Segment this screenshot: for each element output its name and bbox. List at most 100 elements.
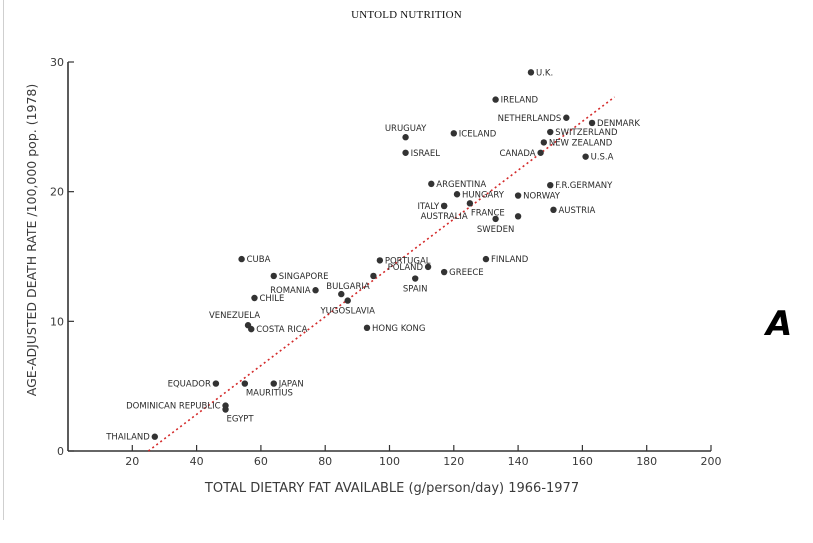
- data-point: [440, 202, 448, 210]
- point-label: CHILE: [259, 294, 284, 304]
- data-point: [540, 139, 548, 146]
- data-point: [514, 213, 522, 220]
- data-point: [563, 114, 570, 121]
- data-point: [151, 433, 159, 440]
- x-tick-label: 180: [636, 455, 657, 468]
- data-point: [344, 297, 351, 304]
- x-tick-label: 160: [572, 455, 593, 468]
- point-label: GREECE: [449, 268, 484, 278]
- point-label: PORTUGAL: [385, 256, 431, 266]
- data-point: [547, 128, 554, 136]
- data-point: [222, 406, 229, 413]
- data-point: [550, 206, 557, 214]
- point-label: ROMANIA: [270, 286, 311, 296]
- y-tick-label: 20: [50, 186, 64, 199]
- x-tick-label: 120: [443, 455, 464, 468]
- panel-letter: A: [766, 304, 793, 344]
- data-point: [412, 275, 419, 282]
- y-axis-label: AGE-ADJUSTED DEATH RATE /100,000 pop. (1…: [24, 84, 39, 397]
- point-label: CANADA: [499, 149, 535, 159]
- data-point: [492, 215, 499, 223]
- data-point: [251, 294, 258, 302]
- axis-ticks: 20 40 60 80 100 120 140 160 180 200 0 10 20 30: [50, 56, 722, 468]
- data-point: [428, 180, 435, 188]
- x-tick-label: 80: [318, 455, 332, 468]
- x-tick-label: 60: [254, 455, 268, 468]
- point-label: SINGAPORE: [279, 272, 329, 282]
- point-label: ARGENTINA: [436, 180, 486, 190]
- point-label: FRANCE: [471, 208, 505, 218]
- point-label: POLAND: [388, 263, 424, 273]
- point-label: IRELAND: [501, 96, 539, 106]
- point-label: AUSTRIA: [558, 206, 595, 216]
- data-point: [450, 130, 457, 137]
- y-tick-label: 30: [50, 56, 64, 69]
- data-point: [537, 149, 544, 156]
- left-border-rule: [3, 0, 4, 520]
- data-point: [402, 149, 409, 156]
- point-label: COSTA RICA: [256, 325, 307, 335]
- data-point: [212, 380, 220, 387]
- x-tick-label: 100: [379, 455, 400, 468]
- data-point: [582, 153, 589, 160]
- data-point: [238, 255, 245, 263]
- point-label: MAURITIUS: [246, 389, 293, 399]
- data-point: [241, 380, 249, 387]
- point-label: FINLAND: [491, 255, 529, 265]
- x-axis-label: TOTAL DIETARY FAT AVAILABLE (g/person/da…: [204, 481, 579, 496]
- data-point: [492, 96, 499, 103]
- data-point: [312, 287, 319, 294]
- data-point: [547, 181, 554, 189]
- point-label: NORWAY: [523, 192, 561, 202]
- point-label: AUSTRALIA: [421, 212, 468, 222]
- point-label: EQUADOR: [168, 380, 211, 390]
- point-label: DOMINICAN REPUBLIC: [126, 402, 220, 412]
- data-point: [270, 380, 277, 387]
- data-point: [466, 200, 474, 207]
- point-label: DENMARK: [597, 119, 640, 129]
- point-label: F.R.GERMANY: [555, 181, 613, 191]
- point-label: SWEDEN: [477, 225, 514, 235]
- x-tick-label: 20: [125, 455, 139, 468]
- page-title: UNTOLD NUTRITION: [351, 9, 462, 21]
- data-point: [424, 263, 432, 271]
- data-points: U.K. IRELAND NETHERLANDS DENMARK URUGUAY ICEL…: [105, 68, 640, 442]
- data-point: [363, 324, 371, 332]
- data-point: [370, 272, 377, 280]
- point-label: HUNGARY: [462, 190, 505, 200]
- point-label: JAPAN: [278, 380, 304, 390]
- data-point: [402, 134, 409, 141]
- data-point: [527, 69, 535, 76]
- point-label: URUGUAY: [385, 124, 427, 134]
- data-point: [338, 290, 345, 298]
- point-label: NETHERLANDS: [498, 114, 562, 124]
- point-label: CUBA: [247, 255, 271, 265]
- data-point: [270, 272, 277, 280]
- y-tick-label: 0: [57, 445, 64, 458]
- data-point: [248, 325, 255, 333]
- point-label: YUGOSLAVIA: [319, 307, 375, 317]
- x-tick-label: 40: [190, 455, 204, 468]
- data-point: [376, 257, 384, 264]
- y-tick-label: 10: [50, 315, 64, 328]
- data-point: [440, 268, 448, 276]
- data-point: [453, 191, 461, 198]
- point-label: BULGARIA: [326, 282, 370, 292]
- point-label: VENEZUELA: [209, 311, 260, 321]
- point-label: ICELAND: [459, 129, 497, 139]
- point-label: HONG KONG: [372, 324, 425, 334]
- data-point: [514, 192, 522, 199]
- point-label: EGYPT: [227, 415, 255, 425]
- data-point: [482, 255, 490, 263]
- point-label: THAILAND: [105, 433, 150, 443]
- point-label: ISRAEL: [411, 149, 441, 159]
- trend-line: [147, 96, 616, 452]
- x-tick-label: 200: [701, 455, 722, 468]
- point-label: SPAIN: [403, 285, 428, 295]
- data-point: [588, 119, 596, 127]
- point-label: NEW ZEALAND: [549, 138, 613, 148]
- point-label: ITALY: [417, 202, 439, 212]
- point-label: U.S.A: [591, 153, 614, 163]
